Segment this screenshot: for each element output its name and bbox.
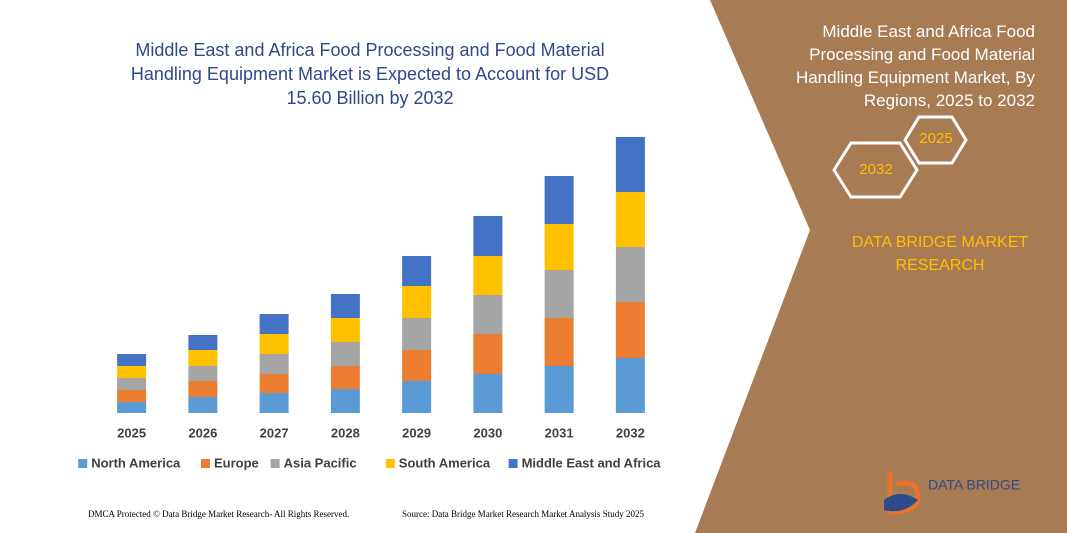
bar-segment [259,393,289,413]
side-panel-bg [695,0,1067,533]
hex-label: 2025 [919,130,952,147]
bar-segment [473,256,503,295]
bar-segment [188,381,218,397]
bar-segment [259,354,289,374]
bar-segment [615,358,645,413]
bar-segment [188,397,218,413]
x-tick-label: 2026 [188,425,217,440]
bar-segment [330,366,360,389]
x-tick-label: 2025 [117,425,146,440]
bar-segment [544,224,574,270]
x-tick-label: 2031 [545,425,574,440]
legend-swatch [385,459,395,468]
hexagon [832,141,919,199]
legend-swatch [78,459,88,468]
footer-left: DMCA Protected © Data Bridge Market Rese… [88,509,350,519]
x-tick-label: 2028 [331,425,360,440]
legend-swatch [201,459,210,468]
bar-segment [615,192,645,247]
legend-label: Europe [214,455,259,470]
bar-segment [330,389,360,413]
bar-segment [402,350,432,381]
brand: DATA BRIDGE MARKET RESEARCH [851,234,1029,274]
bar-segment [188,350,218,366]
bar-segment [402,318,432,350]
legend-label: South America [399,455,491,470]
bar-segment [473,334,503,374]
bar-segment [544,366,574,413]
logo-icon [884,494,918,512]
logo-text: DATA BRIDGE [928,477,1020,493]
bar-segment [473,374,503,413]
legend-label: North America [91,455,181,470]
bar-segment [402,286,432,318]
bar-segment [117,378,147,390]
bar-segment [259,374,289,393]
bar-segment [544,318,574,366]
hexagon [903,115,968,165]
hex-label: 2032 [859,161,892,178]
x-tick-label: 2030 [473,425,502,440]
footer-right: Source: Data Bridge Market Research Mark… [402,509,644,519]
bar-segment [402,256,432,286]
bar-segment [188,366,218,381]
bar-segment [188,335,218,350]
x-tick-label: 2032 [616,425,645,440]
bar-segment [615,302,645,358]
bar-segment [117,390,147,402]
bar-segment [259,334,289,354]
bar-segment [117,402,147,413]
side-title: Middle East and Africa Food Processing a… [795,22,1035,110]
bar-segment [544,270,574,318]
legend-swatch [508,459,518,468]
bar-segment [330,342,360,366]
x-tick-label: 2027 [260,425,289,440]
bar-segment [473,295,503,334]
bar-segment [259,314,289,334]
bar-segment [330,294,360,318]
bar-segment [330,318,360,342]
legend-label: Middle East and Africa [522,455,662,470]
bar-segment [544,176,574,224]
bar-segment [615,137,645,192]
x-tick-label: 2029 [402,425,431,440]
legend-label: Asia Pacific [284,455,357,470]
legend-swatch [270,459,280,468]
bar-segment [402,381,432,413]
chart-title: Middle East and Africa Food Processing a… [130,40,610,108]
bar-segment [117,366,147,378]
logo-icon [887,472,921,515]
bar-segment [473,216,503,256]
bar-segment [615,247,645,302]
bar-segment [117,354,147,366]
